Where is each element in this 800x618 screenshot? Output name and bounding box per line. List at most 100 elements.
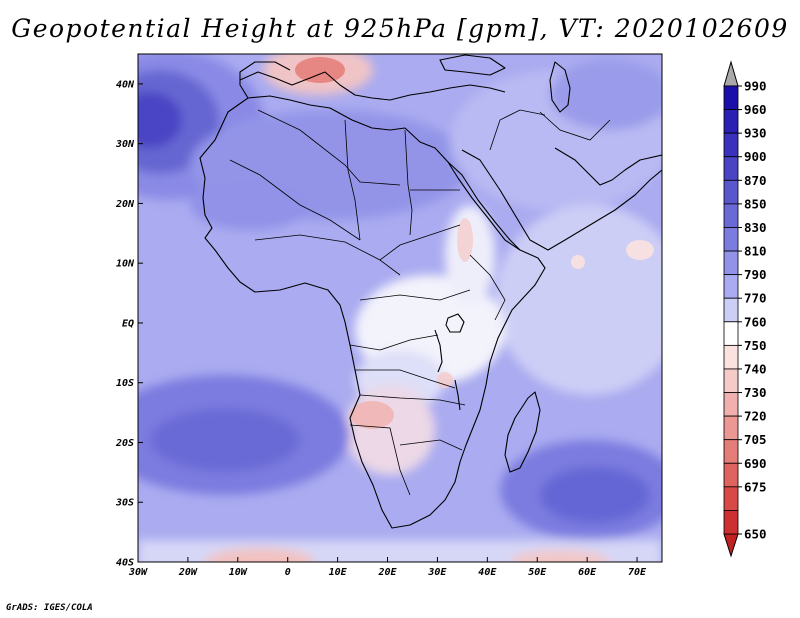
- colorbar-swatch: [723, 274, 739, 299]
- colorbar-swatch: [723, 85, 739, 110]
- lake-malawi: [454, 379, 461, 411]
- border-2: [344, 119, 361, 241]
- border-5: [229, 159, 361, 241]
- grads-credit: GrADS: IGES/COLA: [6, 603, 93, 613]
- colorbar-swatch: [723, 486, 739, 511]
- border-7: [379, 224, 461, 261]
- madagascar-coastline: [504, 391, 541, 473]
- lake-tanganyika: [434, 329, 443, 373]
- colorbar-swatch: [723, 439, 739, 464]
- colorbar-swatch: [723, 156, 739, 181]
- colorbar-swatch: [723, 392, 739, 417]
- colorbar-swatch: [723, 227, 739, 252]
- lon-tick-label: 10E: [329, 567, 348, 578]
- colorbar-swatch: [723, 462, 739, 488]
- colorbar-label: 870: [744, 173, 767, 188]
- border-13: [399, 439, 463, 451]
- field-south-indian-core: [540, 467, 650, 523]
- colorbar-label: 650: [744, 527, 767, 542]
- height-field: [138, 54, 662, 562]
- colorbar-label: 930: [744, 126, 767, 141]
- colorbar-label: 770: [744, 291, 767, 306]
- colorbar-label: 990: [744, 79, 767, 94]
- gulf-coastline: [554, 147, 662, 186]
- colorbar-swatch: [723, 250, 739, 276]
- colorbar-label: 830: [744, 220, 767, 235]
- map-axes: 30W 20W 10W 0 10E 20E 30E 40E 50E 60E 70E 40N 30N 20N…: [115, 79, 647, 578]
- colorbar-label: 690: [744, 456, 767, 471]
- colorbar-label: 750: [744, 338, 767, 353]
- border-15: [489, 109, 546, 151]
- field-southern-low-2: [510, 550, 610, 562]
- black-sea-coast: [439, 54, 506, 76]
- colorbar-swatch: [723, 132, 739, 158]
- chart-title: Geopotential Height at 925hPa [gpm], VT:…: [11, 14, 789, 43]
- lon-tick-label: 30W: [128, 567, 148, 578]
- lat-tick-label: 30S: [115, 498, 134, 509]
- lon-tick-label: 20E: [377, 567, 397, 578]
- country-borders: [229, 109, 611, 496]
- lat-tick-label: 10N: [116, 259, 135, 270]
- lon-tick-label: 40E: [478, 567, 497, 578]
- border-14: [469, 254, 506, 321]
- colorbar-swatch: [723, 297, 739, 323]
- lat-tick-label: EQ: [122, 318, 134, 329]
- lake-victoria: [445, 313, 465, 333]
- iberia-coast: [239, 61, 291, 99]
- colorbar-label: 900: [744, 149, 767, 164]
- lon-tick-label: 0: [285, 567, 291, 578]
- colorbar-bottom-arrow: [723, 533, 739, 558]
- colorbar-label: 790: [744, 267, 767, 282]
- border-12: [349, 424, 411, 496]
- colorbar-top-arrow: [723, 60, 739, 87]
- colorbar-swatch: [723, 179, 739, 205]
- colorbar-label: 850: [744, 196, 767, 211]
- lat-tick-label: 20N: [115, 199, 135, 210]
- colorbar-label: 720: [744, 409, 767, 424]
- field-indian-ocean: [495, 205, 662, 395]
- field-ocean-spot-2: [571, 255, 585, 269]
- border-6: [254, 234, 401, 276]
- colorbar-swatch: [723, 203, 739, 228]
- field-west-africa: [190, 180, 310, 230]
- colorbar-swatch: [723, 510, 739, 535]
- lon-tick-label: 50E: [528, 567, 547, 578]
- field-ocean-spot-1: [626, 240, 654, 260]
- border-16: [539, 111, 611, 141]
- map-frame: [137, 53, 663, 563]
- border-9: [349, 334, 439, 351]
- mediterranean-north-coast: [239, 71, 506, 101]
- colorbar-label: 760: [744, 314, 767, 329]
- field-atlantic-core: [138, 92, 182, 148]
- border-3: [404, 129, 413, 236]
- colorbar-label: 960: [744, 102, 767, 117]
- africa-coastline: [199, 95, 546, 529]
- colorbar-swatch: [723, 344, 739, 370]
- border-8: [359, 289, 471, 301]
- colorbar-label: 740: [744, 361, 767, 376]
- lat-tick-label: 10S: [116, 378, 134, 389]
- field-alps-spot: [295, 57, 345, 83]
- arabia-coastline: [461, 149, 662, 251]
- colorbar-swatch: [723, 415, 739, 441]
- colorbar-swatch: [723, 109, 739, 134]
- border-10: [355, 369, 456, 389]
- colorbar-label: 705: [744, 432, 767, 447]
- lat-tick-label: 30N: [115, 139, 135, 150]
- colorbar-swatch: [723, 368, 739, 393]
- coastlines: [199, 54, 662, 529]
- field-ethiopia-spot: [457, 218, 473, 262]
- field-mozambique-spot: [437, 372, 453, 388]
- caspian-coast: [549, 61, 571, 113]
- lon-tick-label: 70E: [628, 567, 647, 578]
- colorbar-label: 730: [744, 385, 767, 400]
- border-11: [359, 394, 466, 406]
- colorbar-label: 810: [744, 244, 767, 259]
- lat-tick-label: 20S: [115, 438, 134, 449]
- colorbar-label: 675: [744, 479, 767, 494]
- lon-tick-label: 10W: [229, 567, 248, 578]
- field-iran: [550, 60, 662, 130]
- field-namibia-spot: [350, 401, 394, 429]
- lon-tick-label: 20W: [178, 567, 198, 578]
